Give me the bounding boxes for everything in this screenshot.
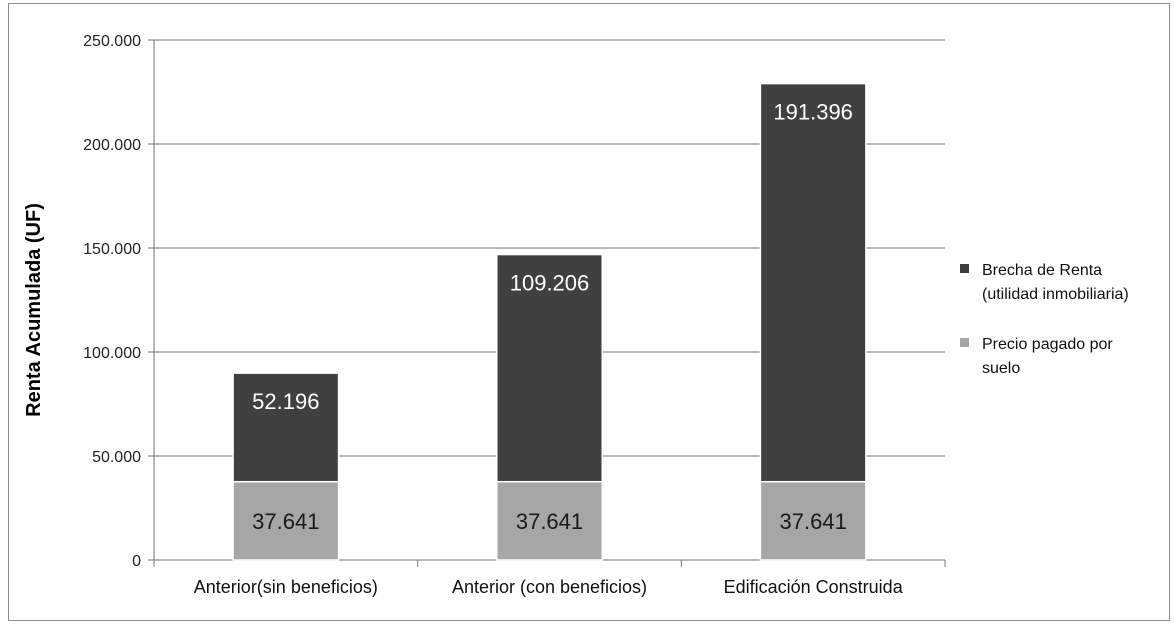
legend-label: suelo: [982, 360, 1020, 377]
bar-segment: [759, 480, 867, 561]
x-category-label: Edificación Construida: [724, 577, 904, 597]
legend-label: Brecha de Renta: [982, 262, 1102, 279]
y-tick-label: 200.000: [83, 137, 141, 154]
y-tick-label: 50.000: [92, 449, 141, 466]
y-tick-label: 0: [132, 553, 141, 570]
data-label: 109.206: [510, 271, 590, 296]
x-category-label: Anterior (con beneficios): [452, 577, 647, 597]
data-label: 37.641: [252, 509, 319, 534]
data-label: 191.396: [773, 100, 853, 125]
bar-segment: [759, 82, 867, 483]
bar-segment: [232, 372, 340, 483]
bar-segment: [496, 253, 603, 483]
y-tick-label: 100.000: [83, 345, 141, 362]
y-tick-label: 150.000: [83, 241, 141, 258]
legend-swatch: [960, 338, 969, 347]
legend-label: (utilidad inmobiliaria): [982, 286, 1129, 303]
legend-label: Precio pagado por: [982, 336, 1113, 353]
data-label: 37.641: [516, 509, 583, 534]
legend-swatch: [960, 264, 969, 273]
y-axis-title: Renta Acumulada (UF): [23, 203, 45, 417]
bar-segment: [496, 480, 603, 561]
bar-segment: [232, 480, 340, 561]
x-category-label: Anterior(sin beneficios): [194, 577, 378, 597]
y-tick-label: 250.000: [83, 33, 141, 50]
data-label: 37.641: [780, 509, 847, 534]
data-label: 52.196: [252, 389, 319, 414]
